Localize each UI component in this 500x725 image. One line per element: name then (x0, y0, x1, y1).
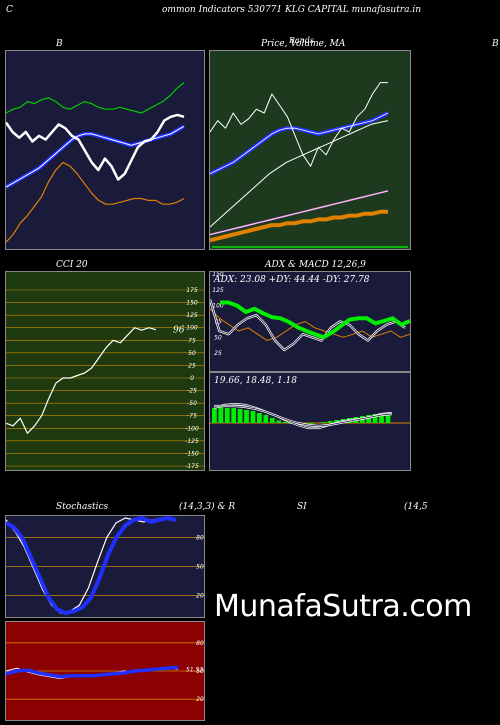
macd-histogram-bar (263, 415, 269, 423)
header-left-letter: C (6, 5, 13, 15)
adx-panel: 150 125 100 75 50 25 (209, 271, 411, 372)
cci-tick-label: -25 (187, 388, 197, 395)
cci-tick-label: 0 (190, 375, 194, 382)
cci-tick-label: 125 (186, 312, 198, 319)
macd-histogram-bar (244, 410, 249, 423)
price-close-line (210, 82, 388, 167)
adx-tick-label: 75 (214, 319, 222, 326)
adx-tick-label: 25 (214, 350, 222, 357)
cci-tick-label: -50 (187, 400, 197, 407)
macd-histogram-bar (257, 413, 262, 423)
price-ma-white (210, 120, 389, 228)
panel-background (210, 51, 410, 249)
macd-histogram-bar (334, 420, 339, 423)
macd-histogram-bar (276, 420, 282, 423)
macd-histogram-bar (379, 413, 384, 423)
macd-signal-inner (214, 405, 393, 427)
rsi-tick-label: 20 (196, 696, 204, 703)
bb-upper-line (6, 82, 185, 114)
cci-title: CCI 20 (56, 260, 88, 270)
cci-tick-label: -75 (187, 413, 197, 420)
rsi-panel: 80 50 20 51.53 (5, 621, 205, 721)
cci-tick-label: -100 (185, 425, 199, 432)
price-ma-pink (210, 190, 389, 236)
stoch-tick-label: 20 (196, 593, 204, 600)
cci-chart: 175 150 125 100 75 50 25 0 -25 -50 -75 -100 -125 -150… (6, 272, 204, 470)
macd-histogram-bar (231, 408, 237, 423)
bb-middle-line-core (6, 125, 185, 188)
rsi-title: SI (297, 502, 307, 512)
rsi-tick-label: 80 (196, 640, 204, 647)
price-title-overlap: Bands (289, 36, 315, 45)
stoch-chart: 80 50 20 (6, 516, 204, 617)
stoch-params: (14,3,3) & R (179, 502, 236, 512)
cci-tick-label: 100 (186, 325, 198, 332)
cci-tick-label: 50 (188, 350, 196, 357)
adx-line (220, 300, 410, 340)
cci-tick-label: 25 (188, 362, 196, 369)
stoch-tick-label: 80 (196, 534, 204, 541)
cci-panel: 175 150 125 100 75 50 25 0 -25 -50 -75 -100 -125 -150… (5, 271, 205, 471)
adx-tick-label: 150 (212, 272, 224, 278)
page-title: ommon Indicators 530771 KLG CAPITAL muna… (162, 5, 422, 15)
price-ma-orange (210, 209, 388, 243)
macd-histogram-bar (327, 421, 333, 423)
cci-tick-label: -150 (185, 450, 199, 457)
cci-tick-label: -125 (185, 438, 199, 445)
stoch-d-line (6, 516, 177, 616)
cci-last-value: 96 (173, 326, 185, 336)
adx-plus-dy-inner (210, 299, 406, 351)
adx-macd-title: ADX & MACD 12,26,9 (265, 260, 366, 270)
rsi-last-value: 51.53 (186, 667, 203, 674)
adx-chart: 150 125 100 75 50 25 (210, 272, 410, 371)
macd-chart (210, 373, 410, 470)
macd-histogram-bar (366, 415, 372, 423)
bb-lower-line (6, 161, 185, 243)
macd-histogram-bar (224, 408, 230, 423)
bb-price-line (6, 113, 185, 181)
macd-histogram-bar (218, 407, 224, 423)
watermark: MunafaSutra.com (214, 589, 472, 624)
price-panel (209, 50, 411, 250)
bollinger-panel (5, 50, 205, 250)
adx-minus-dy-line (210, 308, 410, 341)
stoch-title: Stochastics (56, 502, 109, 512)
stoch-panel: 80 50 20 (5, 515, 205, 618)
macd-histogram-bar (237, 409, 243, 423)
cci-line (6, 327, 157, 434)
cci-tick-label: 75 (188, 337, 196, 344)
macd-histogram-bar (269, 418, 275, 423)
rsi-line (6, 665, 179, 679)
rsi-chart: 80 50 20 51.53 (6, 622, 204, 720)
adx-readout: ADX: 23.08 +DY: 44.44 -DY: 27.78 (214, 275, 370, 285)
panel-background (6, 272, 204, 470)
macd-histogram-bar (308, 423, 314, 424)
price-ma-blue-core (210, 112, 389, 175)
cci-tick-label: -175 (185, 463, 199, 470)
macd-histogram-bar (321, 422, 327, 423)
macd-histogram-bar (385, 413, 391, 423)
adx-tick-label: 125 (212, 287, 224, 294)
stoch-tick-label: 50 (196, 564, 204, 571)
macd-readout: 19.66, 18.48, 1.18 (214, 376, 298, 386)
macd-histogram-bar (212, 408, 217, 423)
macd-histogram-bar (250, 411, 256, 423)
rsi-params: (14,5 (404, 502, 428, 512)
stoch-k-line (6, 517, 172, 614)
macd-panel (209, 372, 411, 471)
bollinger-title: B (56, 39, 63, 49)
rsi-tick-label: 50 (196, 668, 204, 675)
cci-tick-label: 175 (186, 287, 198, 294)
edge-title: B (492, 39, 499, 49)
adx-tick-label: 50 (214, 334, 222, 341)
price-title: Price, Volume, MA (261, 39, 346, 49)
adx-tick-label: 100 (212, 303, 224, 310)
macd-histogram-bar (372, 414, 378, 423)
macd-histogram-bar (282, 422, 288, 423)
price-chart (210, 51, 410, 249)
panel-background (6, 51, 204, 249)
cci-tick-label: 150 (186, 300, 198, 307)
bollinger-chart (6, 51, 204, 249)
